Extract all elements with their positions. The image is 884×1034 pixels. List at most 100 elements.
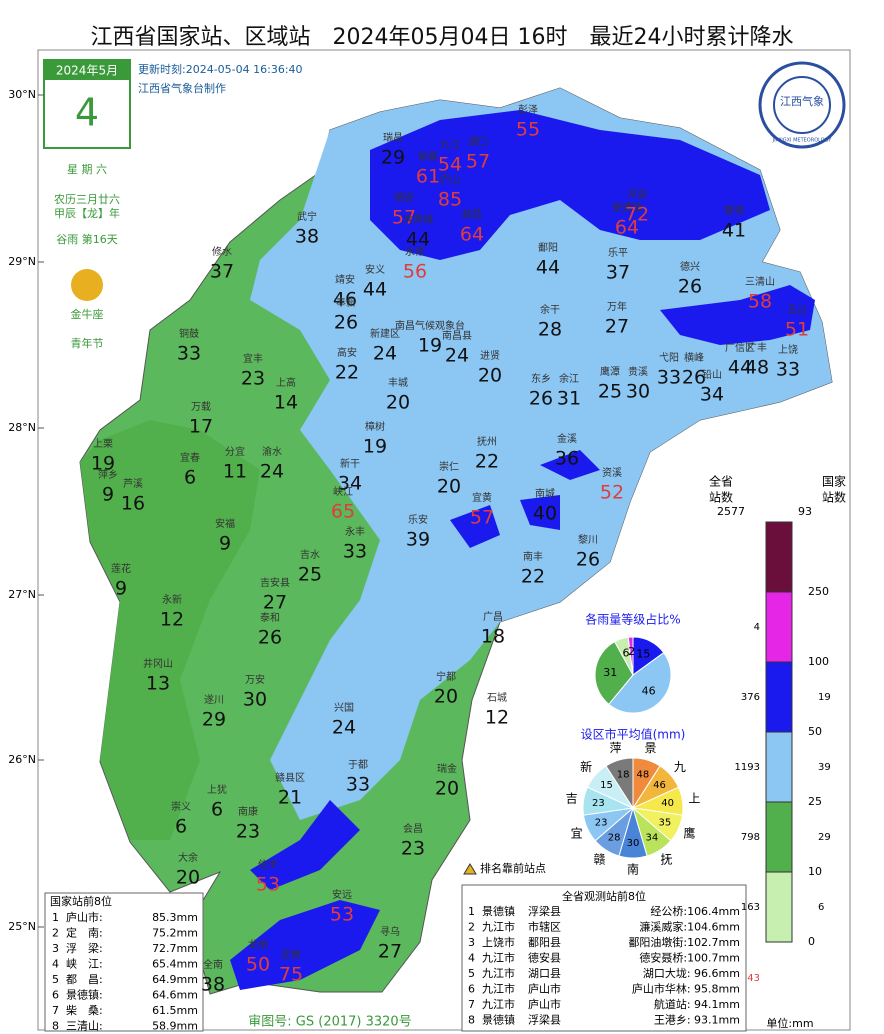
station-name: 德兴 — [680, 260, 700, 273]
station-value: 44 — [406, 229, 430, 251]
table-cell: 市辖区 — [528, 920, 561, 934]
station-value: 22 — [475, 451, 499, 473]
station-name: 景德镇 — [612, 201, 642, 214]
station-value: 24 — [373, 343, 397, 365]
station-value: 20 — [386, 392, 410, 414]
station-name: 井冈山 — [143, 657, 173, 670]
station-value: 41 — [722, 220, 746, 242]
pie-title: 各雨量等级占比% — [585, 612, 680, 627]
station-name: 南丰 — [523, 550, 543, 563]
station-name: 上饶 — [778, 343, 798, 356]
station-name: 万安 — [245, 673, 265, 686]
station-value: 37 — [210, 261, 234, 283]
table-cell: 湖口大垅: 96.6mm — [643, 966, 740, 980]
station-value: 33 — [346, 774, 370, 796]
station-name: 庐山 — [440, 173, 460, 186]
latitude-label: 28°N — [8, 421, 36, 434]
province-count: 798 — [741, 832, 760, 843]
table-cell: 鄱阳县 — [528, 936, 561, 949]
station-name: 都昌 — [462, 209, 482, 221]
station-name: 安福 — [215, 517, 235, 530]
pie-label: 35 — [658, 818, 671, 829]
zodiac-icon — [71, 269, 103, 301]
latitude-label: 27°N — [8, 588, 36, 601]
station-value: 38 — [295, 226, 319, 248]
station-name: 万年 — [607, 300, 627, 313]
table-cell: 2 — [52, 927, 59, 940]
station-name: 莲花 — [111, 562, 131, 575]
logo-name: 江西气象 — [780, 94, 824, 108]
festival: 青年节 — [71, 336, 104, 350]
table-cell: 九江市 — [482, 951, 515, 965]
station-value: 33 — [657, 367, 681, 389]
station-value: 38 — [201, 974, 225, 996]
solar-term: 谷雨 第16天 — [56, 232, 118, 246]
station-name: 南昌县 — [442, 329, 472, 342]
station-value: 29 — [202, 709, 226, 731]
station-value: 20 — [437, 476, 461, 498]
pie-category: 吉 — [566, 792, 578, 806]
table-cell: 九江市 — [482, 997, 515, 1011]
station-value: 33 — [343, 541, 367, 563]
station-name: 兴国 — [334, 702, 354, 714]
station-name: 九江 — [440, 139, 460, 151]
latitude-label: 29°N — [8, 255, 36, 268]
table-title: 国家站前8位 — [50, 894, 112, 908]
pie-category: 赣 — [593, 853, 605, 867]
station-name: 分宜 — [225, 445, 245, 458]
table-cell: 75.2mm — [152, 927, 198, 940]
station-value: 29 — [381, 147, 405, 169]
logo-ring — [773, 76, 831, 134]
legend-band — [765, 801, 793, 873]
station-value: 36 — [555, 448, 579, 470]
table-cell: 7 — [52, 1004, 59, 1017]
table-cell: 5 — [468, 967, 475, 980]
station-name: 全南 — [203, 958, 223, 971]
pie-category: 宜 — [571, 825, 583, 840]
province-count: 1193 — [735, 762, 760, 773]
station-value: 46 — [333, 289, 357, 311]
station-name: 鹰潭 — [600, 365, 620, 378]
legend-level: 25 — [808, 795, 822, 808]
station-name: 柴桑 — [418, 150, 438, 163]
table-cell: 庐山市 — [528, 982, 561, 996]
station-name: 黎川 — [578, 533, 598, 546]
station-value: 23 — [401, 838, 425, 860]
station-value: 24 — [445, 345, 469, 367]
pie-category: 抚 — [661, 853, 673, 867]
station-name: 芦溪 — [123, 478, 143, 490]
legend-header: 站数 — [822, 490, 846, 505]
station-value: 50 — [246, 954, 270, 976]
table-cell: 72.7mm — [152, 942, 198, 955]
station-value: 48 — [745, 357, 769, 379]
table-cell: 湖口县 — [528, 967, 561, 980]
table-cell: 8 — [52, 1020, 59, 1033]
station-name: 宜春 — [180, 451, 200, 464]
pie-label: 30 — [627, 838, 640, 849]
province-total: 2577 — [717, 505, 745, 518]
station-value: 44 — [728, 357, 752, 379]
pie-category: 上 — [688, 792, 700, 806]
station-value: 56 — [403, 261, 427, 283]
station-name: 玉山 — [787, 304, 807, 316]
station-name: 万载 — [191, 401, 211, 413]
update-time: 更新时刻:2024-05-04 16:36:40 — [138, 62, 303, 76]
station-value: 26 — [258, 627, 282, 649]
table-cell: 浮梁县 — [528, 904, 561, 918]
station-value: 28 — [538, 319, 562, 341]
station-value: 26 — [334, 312, 358, 334]
calendar-header — [44, 60, 130, 80]
station-value: 26 — [529, 388, 553, 410]
table-cell: 经公桥:106.4mm — [650, 905, 740, 918]
station-value: 22 — [521, 566, 545, 588]
table-cell: 定 南: — [66, 926, 103, 940]
station-value: 21 — [278, 787, 302, 809]
station-value: 11 — [223, 461, 247, 483]
marker-legend: 排名靠前站点 — [480, 861, 546, 875]
weekday: 星 期 六 — [67, 163, 107, 176]
station-name: 宜黄 — [472, 491, 492, 504]
station-name: 湖口 — [468, 136, 488, 148]
station-name: 弋阳 — [659, 351, 679, 364]
station-name: 南城 — [535, 487, 555, 500]
table-cell: 景德镇: — [66, 988, 103, 1002]
